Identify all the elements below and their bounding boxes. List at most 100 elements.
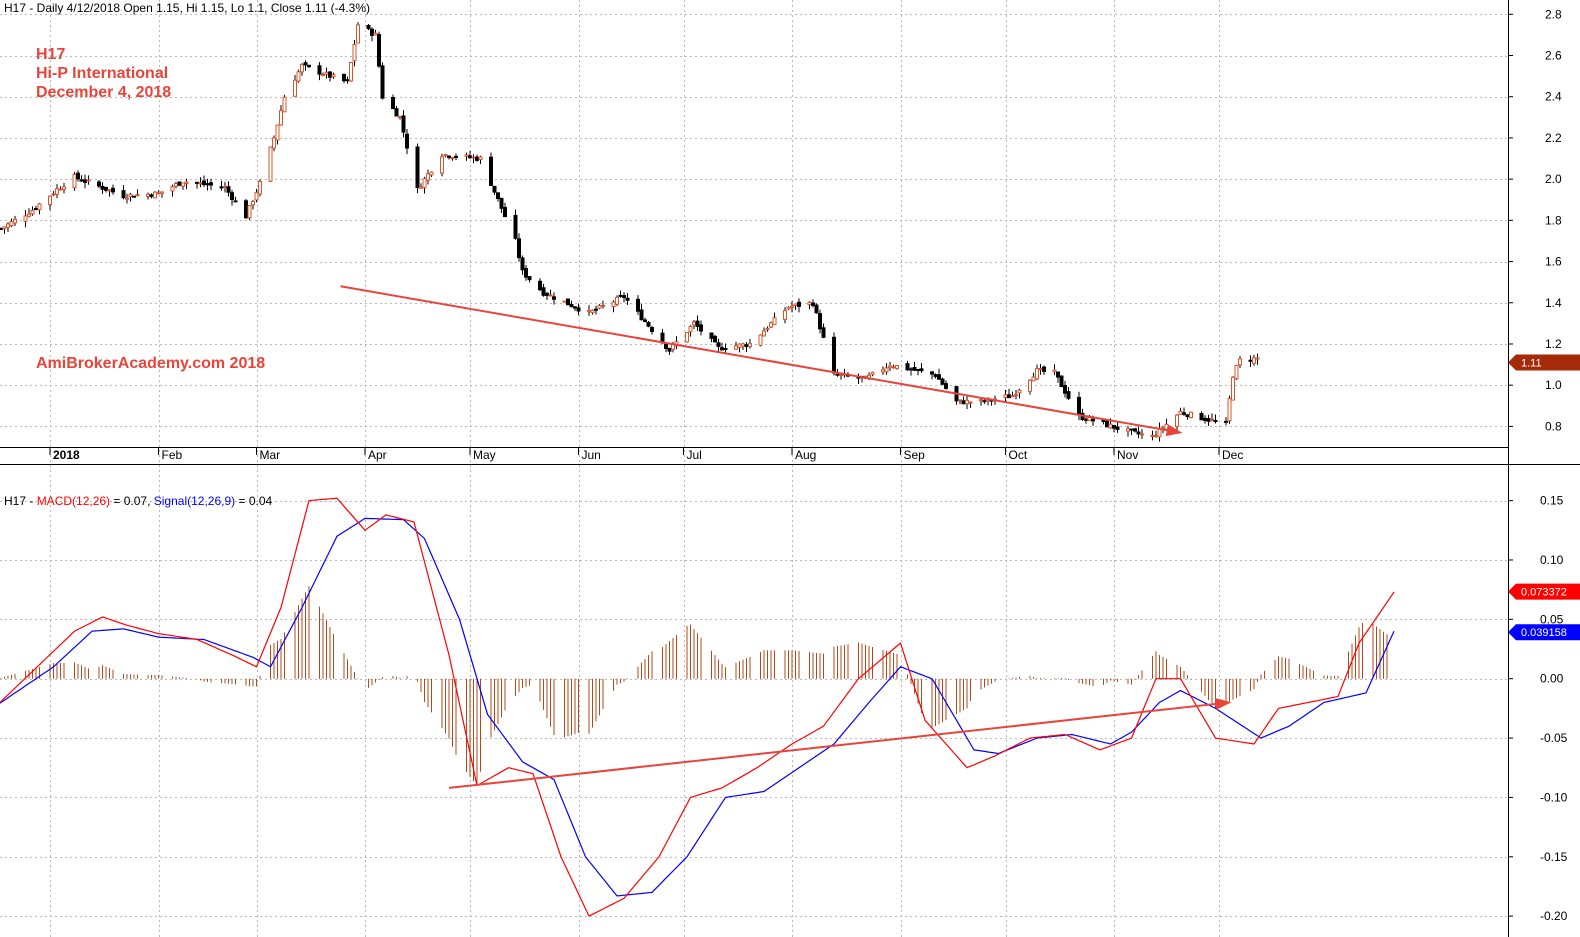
candle [940, 377, 945, 386]
candle-body [272, 137, 276, 149]
candle-body [594, 308, 598, 311]
candle-body [895, 365, 899, 369]
candle-body [415, 146, 420, 189]
candle [688, 325, 693, 337]
candle-body [1003, 394, 1008, 398]
candle-body [429, 171, 434, 176]
candle-body [373, 32, 378, 36]
candle-body [146, 193, 150, 197]
candle-body [349, 61, 353, 82]
candle-body [0, 227, 3, 230]
macd-trendline [448, 697, 1232, 789]
candle-body [279, 110, 283, 126]
price-tick-label: 1.2 [1545, 337, 1562, 351]
candle [499, 197, 504, 214]
candle [748, 338, 752, 349]
candle-body [839, 374, 843, 377]
candle [527, 276, 532, 283]
candle [37, 202, 42, 215]
candle [541, 283, 546, 297]
candle [125, 193, 129, 204]
candle [1213, 414, 1218, 424]
candle [454, 153, 458, 161]
candle [132, 195, 136, 198]
candle [97, 179, 101, 189]
candle-body [27, 213, 31, 217]
candle-body [1077, 396, 1081, 415]
candle-body [202, 180, 206, 186]
candle [930, 371, 934, 380]
month-tick-label: Dec [1222, 448, 1243, 462]
candle-body [254, 192, 259, 201]
candle-body [104, 186, 108, 191]
candle-body [1063, 384, 1067, 394]
candle-body [940, 378, 945, 385]
month-tick-label: May [473, 448, 496, 462]
candle-body [132, 195, 136, 198]
candle-body [765, 328, 770, 331]
candle-body [1227, 397, 1232, 422]
candle [569, 300, 574, 308]
month-tick-label: Nov [1117, 448, 1138, 462]
candle [251, 200, 255, 210]
candle [226, 181, 231, 197]
candle-body [303, 62, 308, 66]
candle-body [405, 133, 409, 149]
candle-body [821, 327, 826, 338]
candle-body [615, 296, 619, 305]
candle-body [100, 185, 105, 190]
candle [552, 292, 556, 305]
candle [622, 292, 626, 303]
candle-body [905, 363, 910, 371]
candle-body [1189, 411, 1193, 418]
candle [303, 60, 308, 71]
candlestick-series [0, 22, 1260, 442]
candle-body [125, 197, 129, 200]
candle [492, 185, 497, 195]
candle-body [219, 186, 224, 189]
candle-body [965, 399, 969, 405]
candle-body [83, 179, 87, 183]
candle-body [636, 298, 640, 312]
candle-body [688, 325, 693, 333]
candle [548, 289, 553, 297]
candle-body [1042, 366, 1046, 372]
candle-body [464, 154, 469, 157]
candle [153, 191, 157, 199]
candle [594, 305, 598, 315]
candle-body [366, 25, 371, 30]
candle-body [230, 192, 234, 200]
candle [23, 210, 28, 228]
grid [0, 0, 1508, 937]
candle-body [548, 294, 553, 297]
candle [356, 22, 360, 44]
candle-body [1199, 412, 1204, 421]
candle [1059, 375, 1064, 388]
candle-body [177, 181, 182, 186]
candle-body [58, 188, 63, 191]
candle [447, 155, 451, 160]
candle-body [1084, 418, 1088, 421]
candle [450, 157, 455, 161]
candle-body [797, 301, 801, 307]
candle [1042, 365, 1046, 376]
candle-body [1206, 418, 1211, 422]
candle-body [503, 206, 507, 218]
signal-last-tag-bg [1508, 624, 1580, 641]
macd-last-tag-bg [1508, 583, 1580, 600]
macd-last-tag-label: 0.073372 [1521, 587, 1567, 599]
candle-body [1150, 434, 1155, 437]
candle-body [321, 74, 325, 77]
candle [401, 110, 406, 138]
candle-body [912, 366, 917, 371]
candle [783, 307, 787, 324]
candle [1115, 421, 1120, 433]
candle-body [933, 374, 938, 377]
candle-body [195, 181, 199, 184]
candle [765, 326, 770, 332]
candle [503, 202, 507, 218]
candle-body [1185, 414, 1190, 418]
candle [1010, 391, 1015, 398]
candle-body [713, 335, 717, 343]
